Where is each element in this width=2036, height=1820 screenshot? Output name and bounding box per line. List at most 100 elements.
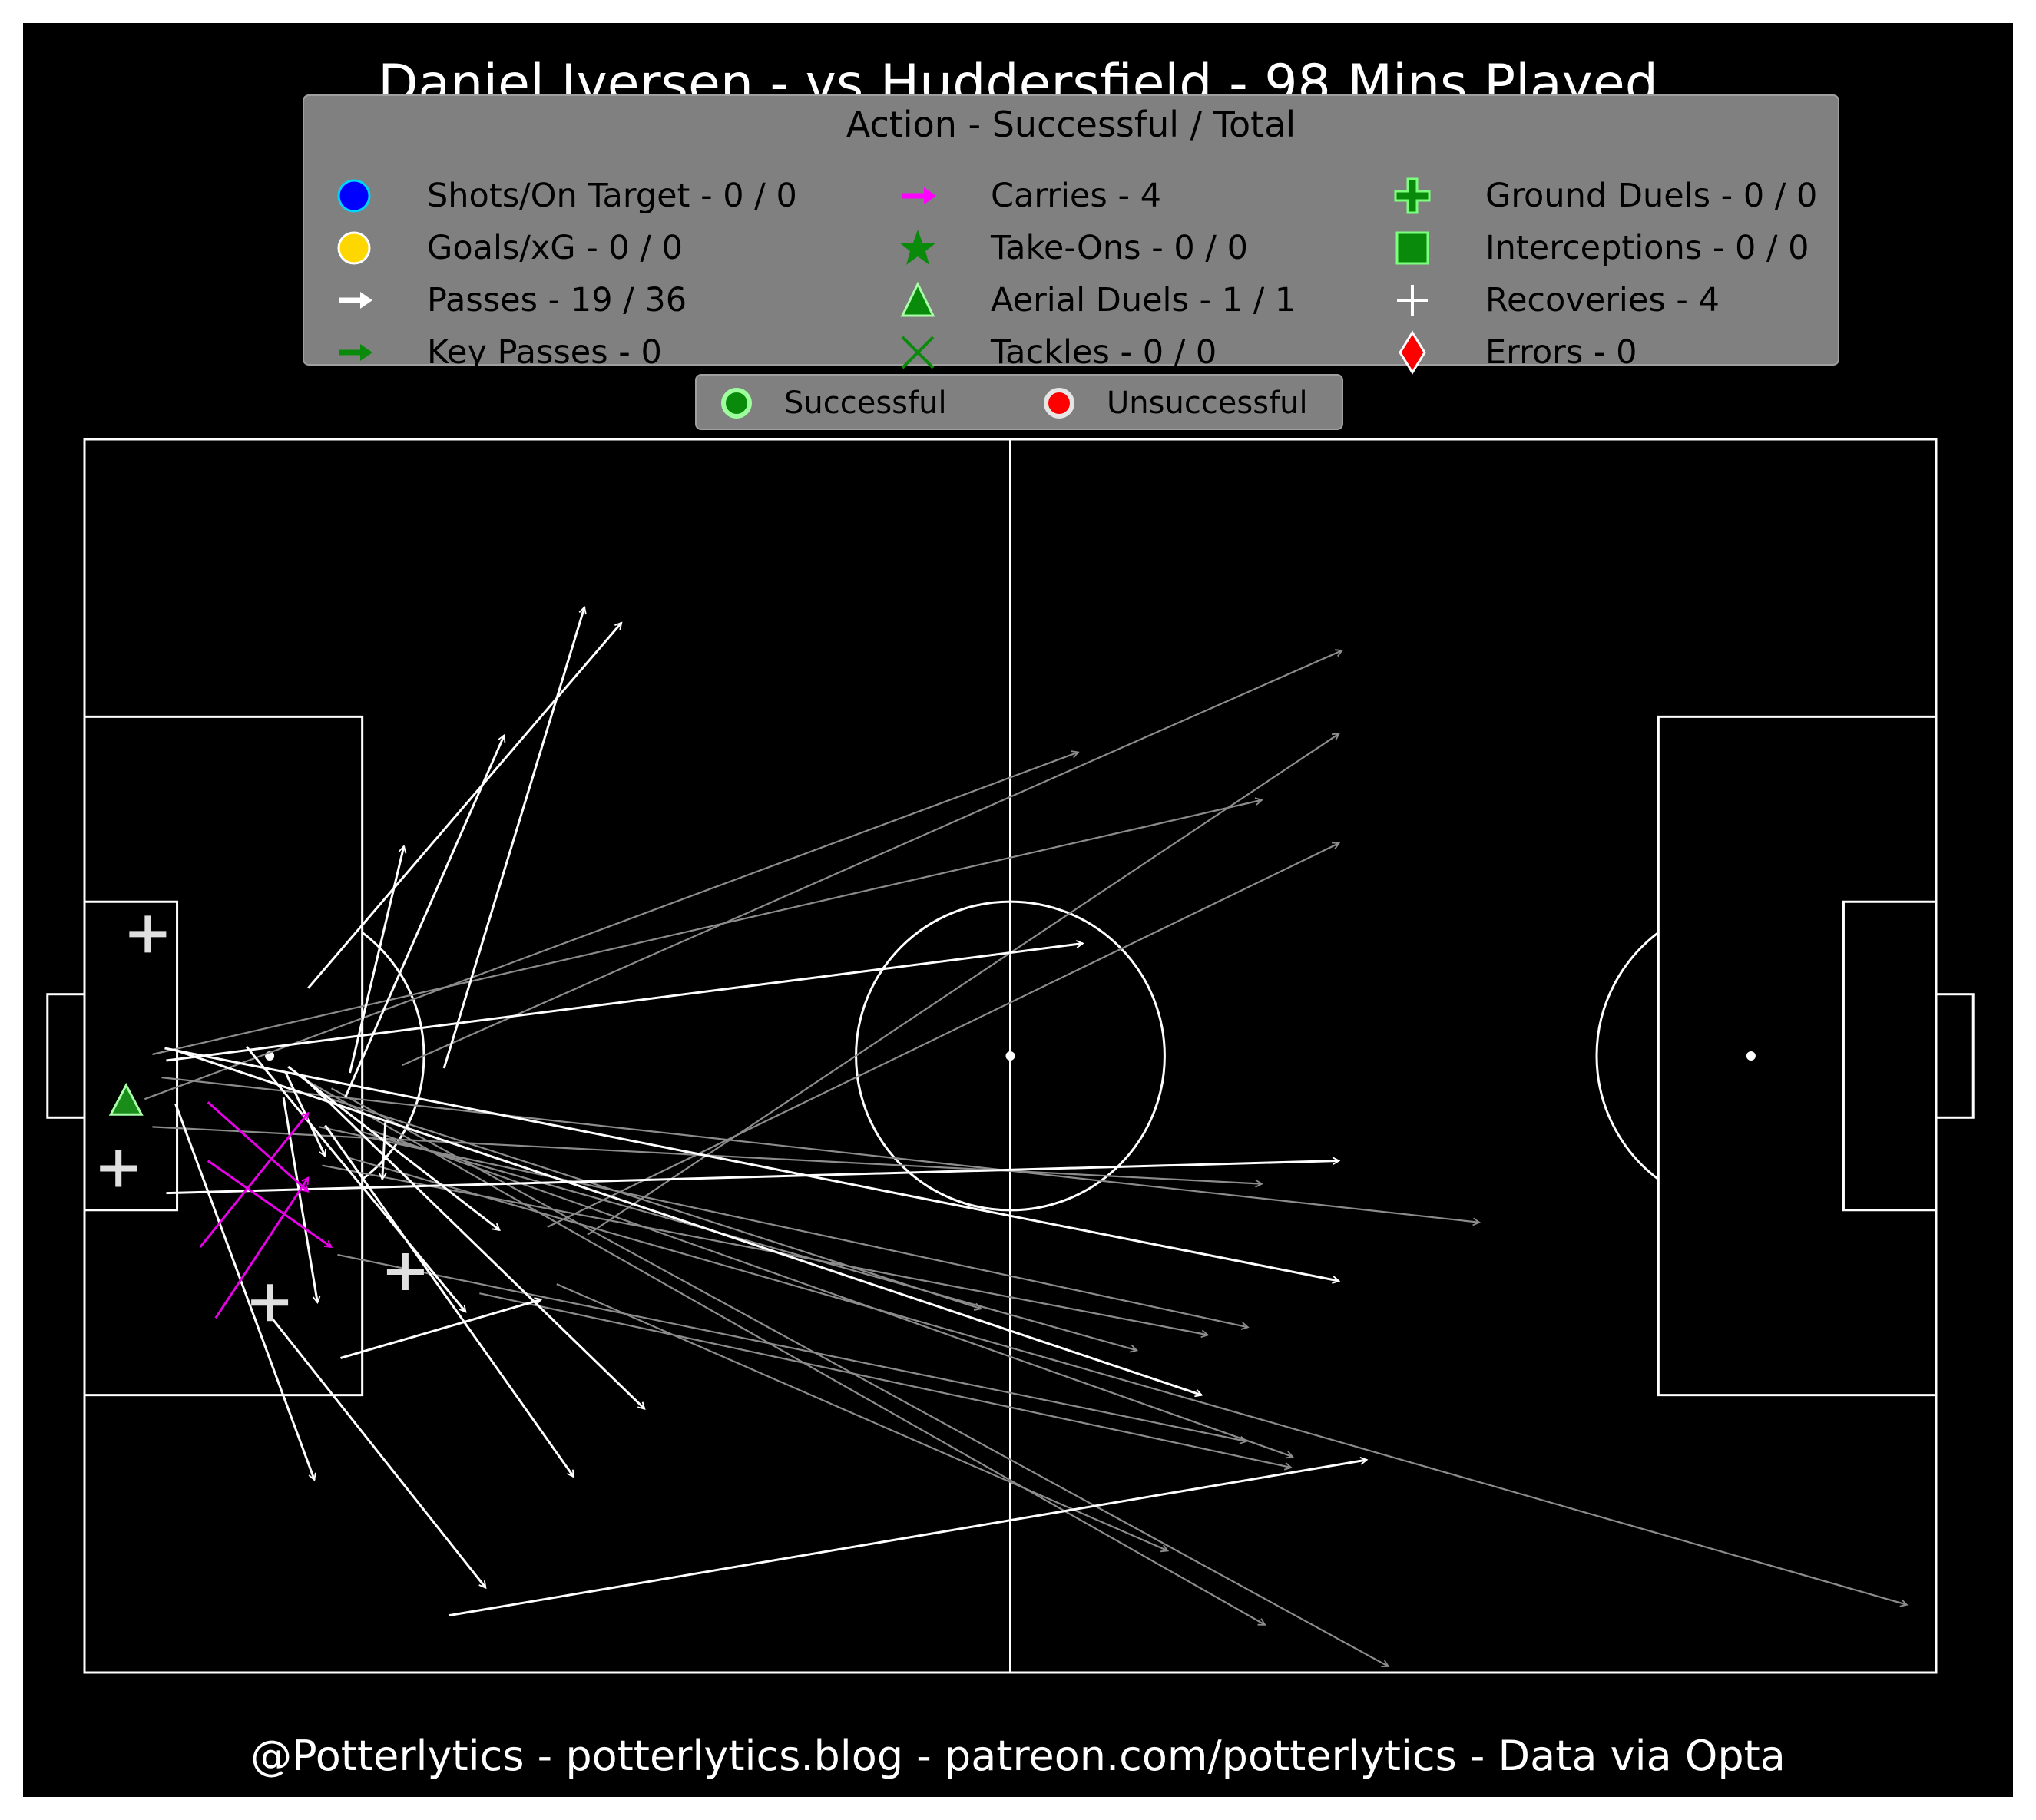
carry-arrow	[214, 1178, 310, 1319]
legend-label: Shots/On Target - 0 / 0	[427, 177, 797, 215]
pass-unsuccessful-arrow	[547, 843, 1339, 1228]
legend-label: Interceptions - 0 / 0	[1485, 229, 1809, 267]
penalty-arc-right	[1595, 932, 1660, 1180]
recovery-marker	[386, 1253, 424, 1291]
six-yard-box-right	[1842, 900, 1938, 1212]
pass-unsuccessful-arrow	[587, 733, 1339, 1236]
star-green-icon	[883, 225, 952, 271]
successful-passes	[164, 607, 1366, 1617]
pass-successful-arrow	[307, 623, 621, 989]
pass-unsuccessful-arrow	[331, 1098, 981, 1309]
outcome-legend: Successful Unsuccessful	[695, 374, 1343, 430]
legend-item-errors: Errors - 0	[1378, 329, 1637, 376]
legend-unsuccessful: Unsuccessful	[1042, 380, 1308, 426]
recovery-marker	[251, 1284, 289, 1322]
centre-spot	[1005, 1051, 1015, 1061]
action-legend: Action - Successful / Total Shots/On Tar…	[303, 94, 1839, 375]
legend-item-recoveries: Recoveries - 4	[1378, 277, 1720, 323]
legend-label: Recoveries - 4	[1485, 281, 1720, 319]
pass-successful-arrow	[174, 1048, 1202, 1395]
circle-fail-icon	[1044, 388, 1074, 419]
legend-label: Passes - 19 / 36	[427, 281, 687, 319]
legend-item-aerial: Aerial Duels - 1 / 1	[883, 277, 1296, 323]
legend-item-interceptions: Interceptions - 0 / 0	[1378, 225, 1809, 271]
legend-item-take-ons: Take-Ons - 0 / 0	[883, 225, 1248, 271]
goal-right	[1935, 993, 1975, 1119]
square-green-icon	[1378, 225, 1447, 271]
pass-successful-arrow	[344, 735, 505, 1098]
carry-arrow	[199, 1113, 309, 1248]
diamond-red-icon	[1378, 329, 1447, 376]
pass-successful-arrow	[442, 607, 584, 1069]
legend-label: Errors - 0	[1485, 333, 1637, 372]
pass-unsuccessful-arrow	[161, 1077, 1479, 1223]
pass-unsuccessful-arrow	[319, 1126, 1248, 1327]
plus-green-icon	[1378, 173, 1447, 219]
pass-unsuccessful-arrow	[306, 1080, 1265, 1626]
circle-blue-icon	[319, 173, 389, 219]
legend-item-goals: Goals/xG - 0 / 0	[319, 225, 683, 271]
x-green-icon	[883, 329, 952, 376]
legend-label: Take-Ons - 0 / 0	[991, 229, 1248, 267]
recovery-marker	[129, 915, 167, 953]
legend-item-tackles: Tackles - 0 / 0	[883, 329, 1217, 376]
footer-credits: @Potterlytics - potterlytics.blog - patr…	[250, 1732, 1786, 1780]
pass-successful-arrow	[448, 1460, 1366, 1617]
pass-unsuccessful-arrow	[402, 650, 1342, 1067]
pass-successful-arrow	[282, 1097, 317, 1302]
pass-unsuccessful-arrow	[556, 1283, 1168, 1550]
carry-arrow	[207, 1101, 309, 1191]
pass-unsuccessful-arrow	[479, 1292, 1291, 1468]
triangle-green-icon	[883, 277, 952, 323]
legend-unsuccessful-label: Unsuccessful	[1107, 386, 1308, 421]
pass-successful-arrow	[340, 1299, 541, 1359]
pass-unsuccessful-arrow	[152, 800, 1262, 1056]
pitch-markings	[46, 438, 1975, 1674]
pass-successful-arrow	[382, 1122, 386, 1179]
legend-item-carries: Carries - 4	[883, 173, 1161, 219]
legend-item-shots: Shots/On Target - 0 / 0	[319, 173, 797, 219]
legend-title: Action - Successful / Total	[846, 104, 1296, 145]
pass-successful-arrow	[166, 943, 1082, 1062]
pass-unsuccessful-arrow	[337, 1253, 1246, 1441]
legend-item-ground-duels: Ground Duels - 0 / 0	[1378, 173, 1817, 219]
goal-left	[46, 993, 86, 1119]
recovery-marker	[100, 1150, 137, 1187]
plus-white-icon	[1378, 277, 1447, 323]
pass-unsuccessful-arrow	[348, 1157, 1907, 1604]
legend-label: Goals/xG - 0 / 0	[427, 229, 683, 267]
pass-successful-arrow	[349, 846, 404, 1074]
pass-successful-arrow	[267, 1312, 487, 1587]
pass-successful-arrow	[174, 1103, 315, 1480]
arrow-magenta-icon	[883, 173, 952, 219]
legend-label: Carries - 4	[991, 177, 1161, 215]
legend-successful: Successful	[720, 380, 947, 426]
pitch	[46, 438, 1975, 1674]
unsuccessful-passes	[144, 650, 1906, 1666]
figure-background: Daniel Iversen - vs Huddersfield - 98 Mi…	[23, 23, 2013, 1797]
circle-gold-icon	[319, 225, 389, 271]
event-markers	[100, 915, 424, 1322]
arrow-white-icon	[319, 277, 389, 323]
pass-unsuccessful-arrow	[354, 1129, 1137, 1350]
carry-arrow	[207, 1160, 332, 1249]
aerial-duel-marker	[108, 1083, 144, 1116]
pass-unsuccessful-arrow	[322, 1164, 1207, 1335]
carries	[199, 1101, 332, 1319]
penalty-box-left	[83, 715, 364, 1397]
legend-label: Ground Duels - 0 / 0	[1485, 177, 1818, 215]
pass-successful-arrow	[324, 1124, 575, 1477]
pass-successful-arrow	[245, 1045, 465, 1312]
pass-successful-arrow	[164, 1047, 1339, 1281]
pass-unsuccessful-arrow	[144, 753, 1078, 1100]
arrow-green-icon	[319, 329, 389, 376]
legend-label: Aerial Duels - 1 / 1	[991, 281, 1296, 319]
pass-successful-arrow	[303, 1077, 644, 1409]
penalty-box-right	[1657, 715, 1938, 1397]
pass-successful-arrow	[287, 1065, 499, 1232]
legend-item-key-passes: Key Passes - 0	[319, 329, 662, 376]
circle-success-icon	[721, 388, 752, 419]
six-yard-box-left	[83, 900, 179, 1212]
legend-label: Key Passes - 0	[427, 333, 662, 372]
legend-item-passes: Passes - 19 / 36	[319, 277, 687, 323]
